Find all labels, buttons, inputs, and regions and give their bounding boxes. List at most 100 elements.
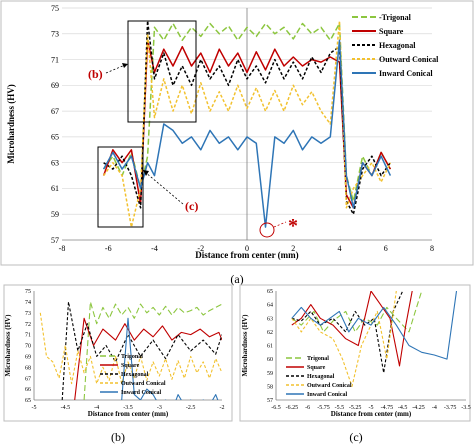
x-tick-label-c-0: -6.5 (271, 405, 281, 411)
callout-arrowhead-b (122, 63, 128, 68)
x-tick-label-b-6: -2 (220, 405, 225, 411)
y-tick-label-a-9: 75 (51, 4, 59, 13)
panel-label-a: (a) (230, 272, 243, 286)
x-tick-label-b-2: -4 (94, 405, 99, 411)
series-line-a-hexagonal (103, 20, 392, 215)
legend-b: Trigonal Square Hexagonal Outward Conical In… (100, 354, 166, 396)
x-tick-label-a-1: -6 (105, 244, 112, 253)
y-tick-label-c-2: 59 (267, 371, 273, 377)
chart-b: -5 -4.5 -4 -3.5 -3 -2.5 -2 65 66 67 68 69 70 71 72 73 74… (4, 289, 225, 418)
legend-label-a-3: Outward Conical (379, 55, 439, 64)
y-axis-label-a: Microhardness (HV) (6, 84, 16, 164)
y-tick-label-a-7: 71 (51, 55, 59, 64)
y-tick-label-a-4: 65 (51, 133, 59, 142)
x-axis-label-b: Distance from center (mm) (88, 410, 169, 418)
y-tick-label-b-1: 66 (25, 387, 31, 393)
panel-label-c: (c) (349, 430, 362, 444)
series-line-b-hexagonal (61, 301, 222, 400)
x-tick-label-a-6: 4 (338, 244, 342, 253)
y-tick-label-c-1: 58 (267, 384, 273, 390)
x-tick-label-c-10: -4 (432, 405, 437, 411)
x-tick-label-b-1: -4.5 (61, 405, 71, 411)
y-tick-label-a-8: 73 (51, 30, 59, 39)
series-line-a-inward-conical (102, 39, 392, 228)
series-line-c-hexagonal (291, 291, 404, 374)
chart-a: -8 -6 -4 -2 0 2 4 6 8 57 59 61 63 65 67 69 71 73 75 Distanc… (6, 4, 439, 260)
y-tick-label-b-4: 69 (25, 355, 31, 361)
y-tick-label-a-0: 57 (51, 236, 59, 245)
y-tick-label-b-10: 75 (25, 289, 31, 295)
x-axis-label-c: Distance from center (mm) (331, 410, 412, 418)
callout-arrowhead-c (143, 170, 149, 176)
y-tick-label-c-4: 61 (267, 344, 273, 350)
x-tick-label-c-2: -6 (305, 405, 310, 411)
y-tick-label-a-2: 61 (51, 184, 59, 193)
y-tick-label-c-3: 60 (267, 357, 273, 363)
zoom-box-b (127, 20, 197, 123)
x-tick-label-c-8: -4.5 (398, 405, 408, 411)
min-star: * (288, 215, 298, 237)
legend-label-a-2: Hexagonal (379, 41, 416, 50)
y-tick-label-a-6: 69 (51, 81, 59, 90)
series-line-a-outward-conical (102, 20, 392, 228)
x-tick-label-c-12: -3.5 (461, 405, 471, 411)
legend-label-b-1: Square (121, 363, 140, 369)
legend-c: Trigonal Square Hexagonal Outward Conical In… (286, 356, 352, 398)
callout-label-b: (b) (88, 67, 103, 81)
y-tick-label-c-6: 63 (267, 316, 273, 322)
x-tick-label-b-3: -3.5 (123, 405, 133, 411)
series-line-a-square (102, 39, 392, 209)
panel-b-frame (3, 284, 233, 422)
x-tick-label-b-4: -3 (157, 405, 162, 411)
legend-label-c-3: Outward Conical (307, 383, 352, 389)
legend-label-b-4: Inward Conical (121, 390, 162, 396)
legend-a: -Trigonal Square Hexagonal Outward Conical I… (352, 13, 439, 78)
x-axis-label-a: Distance from center (mm) (195, 250, 298, 260)
y-tick-label-b-0: 65 (25, 398, 31, 404)
x-tick-label-a-0: -8 (59, 244, 66, 253)
x-tick-label-c-4: -5.5 (335, 405, 345, 411)
legend-label-c-1: Square (307, 365, 326, 371)
x-tick-label-c-5: -5.25 (349, 405, 362, 411)
x-tick-label-c-6: -5 (369, 405, 374, 411)
x-tick-label-a-5: 2 (291, 244, 295, 253)
series-line-b-inward-conical (121, 317, 219, 400)
y-tick-label-b-3: 68 (25, 365, 31, 371)
chart-c: -6.5 -6.25 -6 -5.75 -5.5 -5.25 -5 -4.75 -4.5 -4.2… (241, 289, 471, 418)
y-tick-label-a-1: 59 (51, 210, 59, 219)
legend-label-a-4: Inward Conical (379, 69, 433, 78)
x-tick-label-c-11: -3.75 (444, 405, 457, 411)
legend-label-c-2: Hexagonal (307, 374, 335, 380)
y-tick-label-c-7: 64 (267, 303, 273, 309)
series-group-c (291, 291, 458, 387)
y-tick-label-b-8: 73 (25, 311, 31, 317)
y-tick-label-b-7: 72 (25, 322, 31, 328)
x-tick-label-b-0: -5 (32, 405, 37, 411)
panel-c-frame (239, 284, 471, 422)
callout-label-c: (c) (185, 199, 198, 213)
x-tick-label-c-9: -4.25 (412, 405, 425, 411)
x-tick-label-a-3: -2 (197, 244, 204, 253)
legend-label-a-0: -Trigonal (379, 13, 412, 22)
legend-label-b-2: Hexagonal (121, 372, 149, 378)
y-tick-label-a-5: 67 (51, 107, 59, 116)
x-tick-label-b-5: -2.5 (186, 405, 196, 411)
y-tick-label-c-5: 62 (267, 330, 273, 336)
x-tick-label-c-7: -4.75 (381, 405, 394, 411)
x-tick-label-a-8: 8 (430, 244, 434, 253)
series-group-a (102, 20, 392, 228)
y-tick-label-b-5: 70 (25, 344, 31, 350)
x-tick-label-a-2: -4 (151, 244, 158, 253)
panel-label-b: (b) (111, 430, 125, 444)
callouts: (b) (c) * (88, 20, 298, 238)
y-axis-label-c: Microhardness (HV) (241, 314, 249, 377)
series-line-c-outward-conical (291, 291, 397, 387)
x-tick-label-c-1: -6.25 (286, 405, 299, 411)
series-line-b-trigonal (83, 301, 222, 400)
x-tick-label-a-4: 0 (245, 244, 249, 253)
y-tick-label-a-3: 63 (51, 158, 59, 167)
series-line-b-square (74, 317, 222, 400)
x-tick-label-c-3: -5.75 (317, 405, 330, 411)
y-tick-label-b-6: 71 (25, 333, 31, 339)
